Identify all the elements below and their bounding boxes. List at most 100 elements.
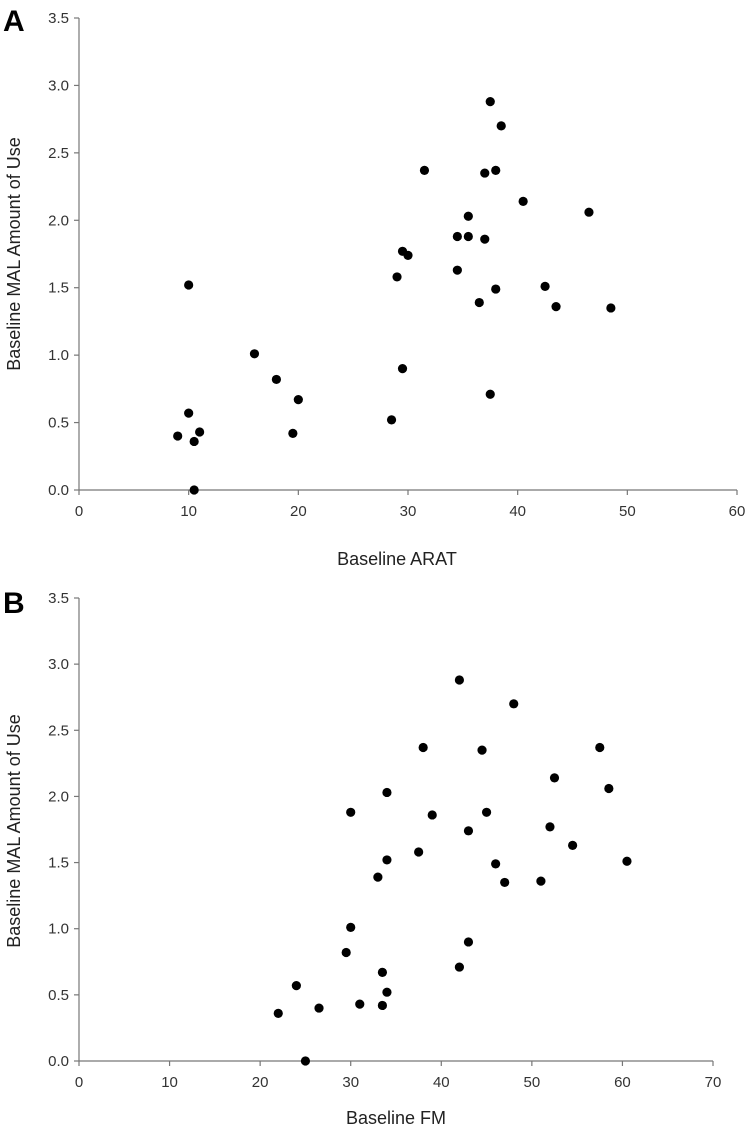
panel-a-data-point: [452, 231, 462, 242]
panel-b-data-point: [549, 773, 560, 783]
panel-a-x-tick-label: 40: [509, 503, 526, 520]
panel-a-data-point: [584, 207, 594, 217]
panel-a-data-point: [485, 97, 495, 107]
panel-a-data-point: [474, 297, 484, 308]
panel-a-label: A: [3, 5, 25, 38]
panel-a-data-point: [491, 284, 501, 294]
panel-b-data-point: [341, 947, 351, 958]
panel-b-data-point: [382, 987, 392, 997]
panel-a-x-title: Baseline ARAT: [337, 549, 457, 569]
panel-b-x-tick-label: 50: [524, 1074, 541, 1091]
panel-a-data-point: [452, 265, 462, 275]
panel-a-y-tick-label: 0.5: [48, 415, 69, 432]
panel-a-x-tick-label: 10: [180, 503, 197, 520]
panel-a-x-tick-label: 20: [290, 503, 307, 520]
panel-a-data-point: [463, 211, 473, 221]
panel-a-y-tick-label: 2.0: [48, 212, 69, 229]
panel-b-data-point: [414, 847, 424, 857]
panel-b-x-tick-label: 60: [614, 1074, 631, 1091]
panel-b-data-point: [545, 822, 555, 832]
panel-b-data-point: [491, 859, 501, 869]
panel-a-data-point: [184, 408, 194, 418]
panel-b-x-title: Baseline FM: [346, 1108, 446, 1128]
panel-b-data-point: [463, 937, 474, 947]
panel-a-y-tick-label: 1.5: [48, 280, 69, 297]
panel-b-data-point: [568, 840, 578, 850]
panel-b-data-point: [536, 876, 546, 886]
panel-a-data-point: [606, 303, 616, 313]
panel-a-data-point: [271, 374, 281, 385]
panel-b-y-tick-label: 0.5: [48, 987, 69, 1004]
panel-a-data-point: [392, 272, 402, 282]
panel-a-data-point: [496, 121, 506, 131]
panel-a-data-point: [397, 364, 408, 374]
panel-a-data-point: [288, 428, 298, 438]
panel-a-data-point: [480, 168, 490, 178]
panel-a-y-tick-label: 1.0: [48, 347, 69, 364]
panel-a-y-tick-label: 2.5: [48, 145, 69, 162]
panel-b-data-point: [454, 962, 464, 972]
panel-b-y-tick-label: 2.0: [48, 788, 69, 805]
panel-b-x-tick-label: 40: [433, 1074, 450, 1091]
panel-a-data-point: [195, 427, 205, 437]
panel-a-data-point: [419, 165, 430, 175]
panel-a-x-tick-label: 0: [75, 503, 83, 520]
panel-b: B Baseline FM Baseline MAL Amount of Use…: [3, 587, 721, 1128]
panel-b-data-point: [377, 1000, 388, 1011]
panel-a-x-tick-label: 30: [400, 503, 417, 520]
panel-b-x-tick-label: 10: [161, 1074, 178, 1091]
panel-a: A Baseline ARAT Baseline MAL Amount of U…: [3, 5, 745, 569]
panel-b-data-point: [273, 1008, 283, 1018]
panel-b-y-tick-label: 3.5: [48, 590, 69, 607]
panel-a-data-point: [189, 485, 199, 495]
panel-a-x-tick-label: 50: [619, 503, 636, 520]
panel-b-data-point: [500, 877, 510, 888]
panel-b-y-title: Baseline MAL Amount of Use: [4, 714, 24, 947]
panel-a-y-tick-label: 3.5: [48, 10, 69, 27]
panel-a-x-tick-label: 60: [729, 503, 746, 520]
panel-b-label: B: [3, 587, 25, 620]
panel-b-x-tick-label: 20: [252, 1074, 269, 1091]
panel-a-data-point: [540, 281, 550, 291]
panel-a-data-point: [491, 165, 501, 175]
panel-a-y-title: Baseline MAL Amount of Use: [4, 137, 24, 370]
panel-b-data-point: [346, 922, 356, 932]
panel-b-data-point: [604, 783, 614, 794]
panel-b-data-point: [355, 999, 365, 1009]
panel-b-y-tick-label: 1.5: [48, 855, 69, 872]
panel-a-data-point: [485, 389, 495, 399]
panel-b-x-tick-label: 0: [75, 1074, 83, 1091]
panel-b-data-point: [300, 1056, 311, 1066]
panel-a-data-point: [173, 431, 183, 441]
panel-b-data-point: [314, 1003, 324, 1013]
panel-b-y-tick-label: 1.0: [48, 921, 69, 938]
panel-b-y-tick-label: 0.0: [48, 1053, 69, 1070]
panel-b-data-point: [454, 675, 464, 685]
panel-a-data-point: [403, 250, 413, 260]
panel-b-data-point: [595, 742, 605, 753]
panel-a-data-point: [551, 301, 561, 312]
panel-a-data-point: [189, 436, 199, 447]
panel-a-data-point: [518, 196, 528, 207]
panel-b-y-tick-label: 2.5: [48, 722, 69, 739]
panel-b-data-point: [291, 980, 301, 991]
panel-b-y-tick-label: 3.0: [48, 656, 69, 673]
panel-b-data-point: [463, 826, 474, 836]
panel-b-x-tick-label: 30: [342, 1074, 359, 1091]
panel-b-data-point: [427, 810, 437, 820]
panel-b-data-point: [418, 742, 428, 753]
panel-b-data-point: [382, 855, 392, 865]
panel-b-data-point: [346, 807, 356, 817]
panel-a-y-tick-label: 3.0: [48, 77, 69, 94]
panel-b-data-point: [622, 856, 632, 866]
panel-a-y-tick-label: 0.0: [48, 482, 69, 499]
panel-b-data-point: [377, 967, 388, 977]
panel-b-data-point: [382, 787, 392, 798]
panel-a-data-point: [463, 231, 473, 242]
panel-a-data-point: [249, 349, 260, 359]
panel-b-data-point: [509, 699, 519, 709]
panel-a-data-point: [293, 395, 303, 405]
panel-a-data-point: [480, 234, 490, 244]
panel-b-data-point: [477, 745, 487, 755]
